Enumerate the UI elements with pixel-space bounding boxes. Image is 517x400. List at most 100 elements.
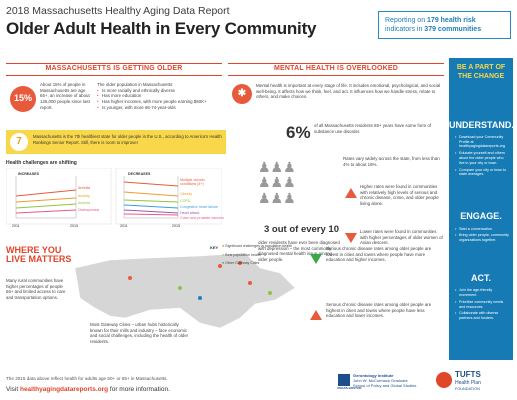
year-label: 2015 — [70, 224, 78, 228]
side-item: Collaborate with diverse partners and fu… — [455, 311, 510, 321]
series-label: Congestive heart failure — [180, 205, 218, 209]
series-label: Arthritis — [78, 186, 91, 190]
report-text: Reporting on — [385, 17, 428, 24]
where-title: WHERE YOU LIVE MATTERS — [6, 245, 72, 265]
legend-item: ● Other Gateway Cities — [222, 261, 260, 266]
series-label: Anemia — [78, 201, 91, 205]
mental-big-text: older residents have ever been diagnosed… — [258, 240, 340, 263]
mental-range: Rates vary widely across the state, from… — [343, 156, 440, 167]
key-label: KEY — [210, 245, 219, 250]
year-label: 2011 — [12, 224, 20, 228]
older-title: MASSACHUSETTS IS GETTING OLDER — [45, 65, 183, 72]
shifting-charts — [6, 168, 222, 225]
series-label: Colon and prostate cancers — [180, 216, 224, 220]
website-link[interactable]: healthyagingdatareports.org — [19, 386, 109, 393]
page-title: Older Adult Health in Every Community — [6, 19, 317, 38]
gi-line: John W. McCormack Graduate — [353, 377, 408, 383]
mental-intro: Mental health is important at every stag… — [256, 83, 441, 100]
tufts-logo — [436, 372, 452, 388]
older-right: The older population in Massachusetts: I… — [97, 82, 222, 111]
decreases-label: DECREASES — [128, 172, 151, 176]
side-item: Prioritize community needs and resources… — [455, 300, 510, 310]
report-subtitle: 2018 Massachusetts Healthy Aging Data Re… — [6, 5, 230, 17]
footer-note: The 2015 data above reflect health for a… — [6, 376, 168, 381]
pct-circle: 15% — [10, 86, 36, 112]
umass-label: UMASS BOSTON — [337, 386, 362, 390]
arrow-down-icon — [345, 233, 357, 243]
engage-heading: ENGAGE. — [460, 211, 502, 222]
legend-text: Other Gateway Cities — [225, 261, 260, 266]
older-bullet: Is younger, with more 65-74-year-olds — [97, 105, 222, 111]
mental-section: MENTAL HEALTH IS OVERLOOKED — [228, 63, 444, 76]
side-item: Educate yourself and others about the ol… — [455, 151, 510, 165]
series-label: COPD — [180, 199, 191, 203]
report-count-1: 179 health risk — [427, 17, 476, 24]
gi-line: School of Policy and Global Studies — [353, 382, 417, 388]
year-label: 2011 — [120, 224, 128, 228]
act-heading: ACT. — [471, 272, 491, 283]
people-icons: ♟♟♟ ♟♟♟ ♟♟♟ — [258, 159, 296, 206]
brain-icon: ✱ — [232, 84, 252, 104]
series-label: Multiple chronic conditions (4+) — [180, 178, 205, 187]
report-count-2: 379 communities — [424, 26, 482, 34]
legend: ● Significant challenges in population h… — [222, 244, 302, 266]
chronic-highest: Serious chronic disease rates among olde… — [326, 302, 432, 319]
series-label: Anxiety — [78, 194, 90, 198]
increases-label: INCREASES — [18, 172, 39, 176]
legend-item: ● Significant challenges in population h… — [222, 244, 293, 248]
series-label: Obesity — [180, 192, 193, 196]
series-label: Osteoporosis — [78, 208, 100, 212]
series-label: Heart attack — [180, 211, 200, 215]
tufts-foundation: FOUNDATION — [455, 387, 480, 391]
side-item: Bring older people, community organizati… — [455, 233, 510, 243]
side-item: Download your Community Profile at healt… — [455, 135, 510, 149]
divider — [6, 74, 222, 76]
increases-chart — [6, 168, 112, 225]
reporting-box: Reporting on 179 health risk indicators … — [378, 11, 511, 39]
rank-text: Massachusetts is the 7th healthiest stat… — [33, 134, 222, 145]
older-bullet: Is more racially and ethnically diverse — [97, 88, 222, 94]
mental-lower: Lower rates were found in communities wi… — [360, 229, 443, 246]
side-title: BE A PART OF THE CHANGE — [456, 64, 506, 80]
legend-text: Best population health — [225, 252, 261, 257]
older-left-text: About 15% of people in Massachusetts are… — [40, 82, 90, 110]
arrow-down-icon — [310, 254, 322, 264]
mental-higher: Higher rates were found in communities w… — [360, 184, 439, 207]
arrow-up-icon — [345, 188, 357, 198]
map-graphic — [74, 252, 296, 329]
older-section: MASSACHUSETTS IS GETTING OLDER — [6, 63, 222, 76]
tufts-plan: Health Plan — [455, 380, 481, 386]
divider — [6, 63, 222, 64]
shifting-title: Health challenges are shifting — [6, 160, 77, 166]
side-item: Start a conversation. — [455, 227, 510, 232]
side-item: Join the age-friendly movement. — [455, 288, 510, 298]
umass-logo — [338, 374, 350, 386]
understand-heading: UNDERSTAND. — [449, 119, 514, 130]
mental-big: 3 out of every 10 — [264, 224, 339, 235]
gi-logo-text: Gerontology Institute John W. McCormack … — [353, 373, 417, 388]
side-item: Compare your city or town to state avera… — [455, 168, 510, 178]
divider — [228, 63, 444, 64]
rank-strip — [6, 130, 226, 154]
arrow-up-icon — [310, 310, 322, 320]
visit-post: for more information. — [108, 386, 170, 393]
chronic-lowest: Serious chronic disease rates among olde… — [326, 246, 432, 263]
tufts-name: TUFTS — [455, 370, 481, 379]
older-bullet: Has higher incomes, with more people ear… — [97, 99, 222, 105]
visit-line: Visit healthyagingdatareports.org for mo… — [6, 386, 170, 394]
decreases-chart — [115, 168, 222, 225]
gi-name: Gerontology Institute — [353, 373, 394, 378]
where-left: Many rural communities have higher perce… — [6, 278, 66, 301]
mental-title: MENTAL HEALTH IS OVERLOOKED — [273, 65, 398, 72]
change-sidebar: BE A PART OF THE CHANGE UNDERSTAND. Down… — [449, 58, 514, 360]
report-text-2: indicators in — [385, 26, 425, 34]
older-intro: The older population in Massachusetts: — [97, 82, 174, 87]
year-label: 2015 — [172, 224, 180, 228]
rank-number: 7 — [10, 133, 28, 151]
divider — [228, 74, 444, 76]
mental-pct-text: of all Massachusetts residents 65+ years… — [314, 123, 432, 134]
legend-item: ● Best population health — [222, 252, 261, 257]
visit-pre: Visit — [6, 386, 20, 393]
legend-text: Significant challenges in population hea… — [225, 244, 293, 248]
gateway-text: Most Gateway Cities – urban hubs histori… — [90, 322, 189, 345]
